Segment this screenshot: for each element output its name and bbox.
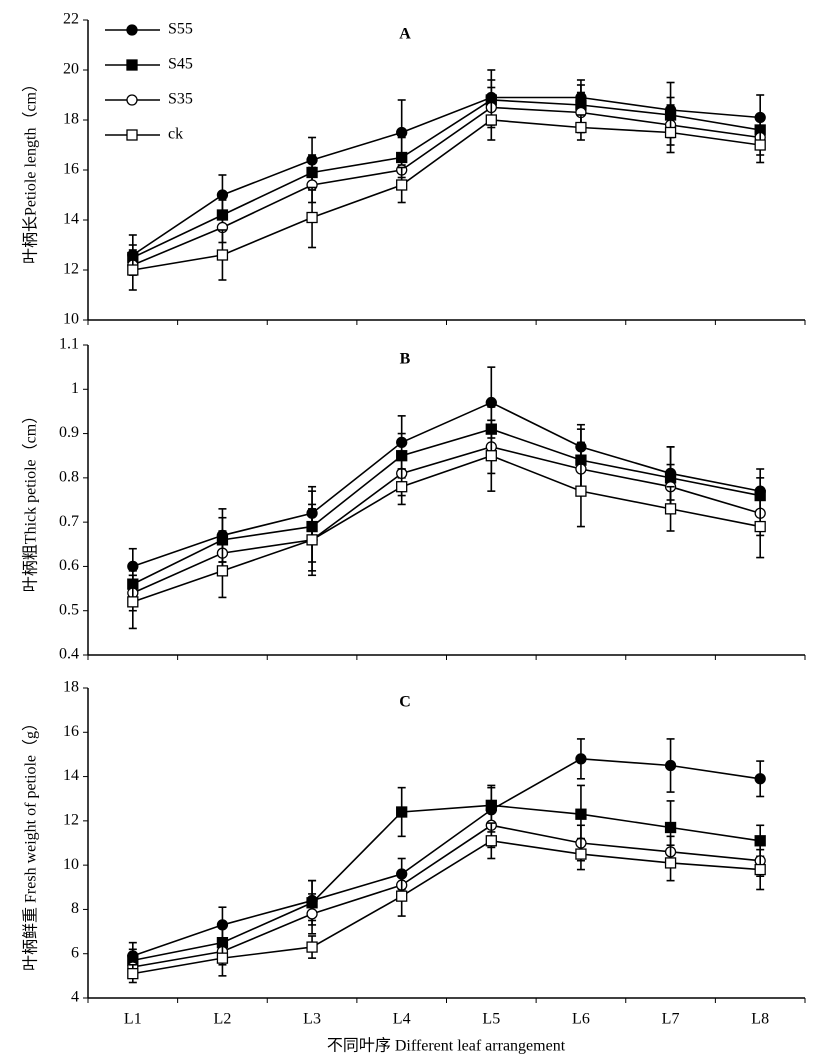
- y-tick-label: 4: [71, 989, 79, 1006]
- marker: [575, 121, 587, 134]
- marker: [127, 264, 139, 276]
- y-axis-label: 叶柄粗Thick petiole（cm）: [22, 408, 40, 592]
- marker: [575, 753, 587, 765]
- x-tick-label: L6: [572, 1011, 590, 1028]
- marker: [396, 890, 408, 902]
- x-tick-label: L1: [124, 1011, 142, 1028]
- y-tick-label: 18: [63, 111, 79, 128]
- x-tick-label: L2: [214, 1011, 232, 1028]
- marker: [485, 114, 497, 126]
- marker: [664, 857, 677, 869]
- y-axis-label: 叶柄鲜重 Fresh weight of petiole（g）: [22, 715, 40, 971]
- y-tick-label: 22: [63, 11, 79, 28]
- marker: [664, 503, 677, 515]
- y-tick-label: 16: [63, 161, 79, 178]
- series-line: [132, 758, 761, 957]
- marker: [664, 759, 677, 772]
- marker: [306, 534, 318, 546]
- marker: [754, 863, 766, 876]
- marker: [126, 59, 138, 71]
- series-line: [132, 106, 761, 266]
- x-tick-label: L3: [303, 1011, 321, 1028]
- y-tick-label: 1: [71, 380, 79, 397]
- y-tick-label: 0.5: [59, 601, 79, 618]
- series-line: [132, 99, 761, 259]
- y-tick-label: 6: [71, 944, 79, 961]
- x-tick-label: L7: [662, 1011, 680, 1028]
- marker: [306, 908, 318, 920]
- marker: [126, 129, 138, 141]
- panel-title: A: [399, 26, 411, 43]
- marker: [575, 848, 587, 860]
- series-line: [132, 119, 761, 271]
- marker: [216, 565, 229, 577]
- y-tick-label: 0.6: [59, 557, 79, 574]
- marker: [575, 485, 587, 497]
- legend-label: S45: [168, 56, 193, 73]
- x-tick-label: L4: [393, 1011, 411, 1028]
- marker: [126, 94, 138, 106]
- series-line: [132, 824, 761, 968]
- panel-title: B: [400, 351, 411, 368]
- marker: [127, 967, 139, 980]
- y-tick-label: 0.9: [59, 424, 79, 441]
- panel-title: C: [399, 694, 411, 711]
- marker: [485, 396, 497, 409]
- marker: [485, 835, 497, 847]
- series-line: [132, 454, 761, 603]
- marker: [126, 24, 138, 36]
- marker: [127, 560, 139, 573]
- x-axis-label: 不同叶序 Different leaf arrangement: [327, 1037, 566, 1055]
- series-line: [132, 804, 761, 962]
- series-line: [132, 839, 761, 975]
- marker: [664, 821, 677, 834]
- y-tick-label: 0.4: [59, 646, 79, 663]
- marker: [754, 520, 766, 533]
- y-tick-label: 18: [63, 679, 79, 696]
- marker: [754, 835, 766, 847]
- x-tick-label: L5: [482, 1011, 500, 1028]
- marker: [216, 952, 229, 964]
- marker: [754, 139, 766, 151]
- x-tick-label: L8: [751, 1011, 769, 1028]
- y-tick-label: 20: [63, 61, 79, 78]
- y-tick-label: 10: [63, 856, 79, 873]
- legend-label: S35: [168, 91, 193, 108]
- y-tick-label: 0.7: [59, 513, 79, 530]
- marker: [216, 249, 229, 261]
- y-tick-label: 10: [63, 311, 79, 328]
- marker: [306, 211, 318, 224]
- y-tick-label: 14: [63, 767, 79, 784]
- y-tick-label: 8: [71, 900, 79, 917]
- y-tick-label: 12: [63, 261, 79, 278]
- series-line: [132, 401, 761, 568]
- marker: [485, 450, 497, 462]
- marker: [127, 596, 139, 608]
- series-line: [132, 446, 761, 594]
- series-line: [132, 428, 761, 585]
- y-tick-label: 0.8: [59, 469, 79, 486]
- y-tick-label: 16: [63, 723, 79, 740]
- legend-label: ck: [168, 126, 183, 143]
- marker: [306, 941, 318, 953]
- marker: [754, 773, 766, 785]
- y-tick-label: 1.1: [59, 336, 79, 353]
- legend-label: S55: [168, 21, 193, 38]
- series-line: [132, 96, 761, 256]
- marker: [664, 126, 677, 139]
- marker: [216, 189, 229, 201]
- marker: [396, 126, 408, 139]
- y-tick-label: 12: [63, 812, 79, 829]
- marker: [396, 179, 408, 191]
- y-tick-label: 14: [63, 211, 79, 228]
- y-axis-label: 叶柄长Petiole length（cm）: [22, 76, 40, 264]
- marker: [396, 806, 408, 818]
- marker: [396, 481, 408, 493]
- marker: [575, 808, 587, 820]
